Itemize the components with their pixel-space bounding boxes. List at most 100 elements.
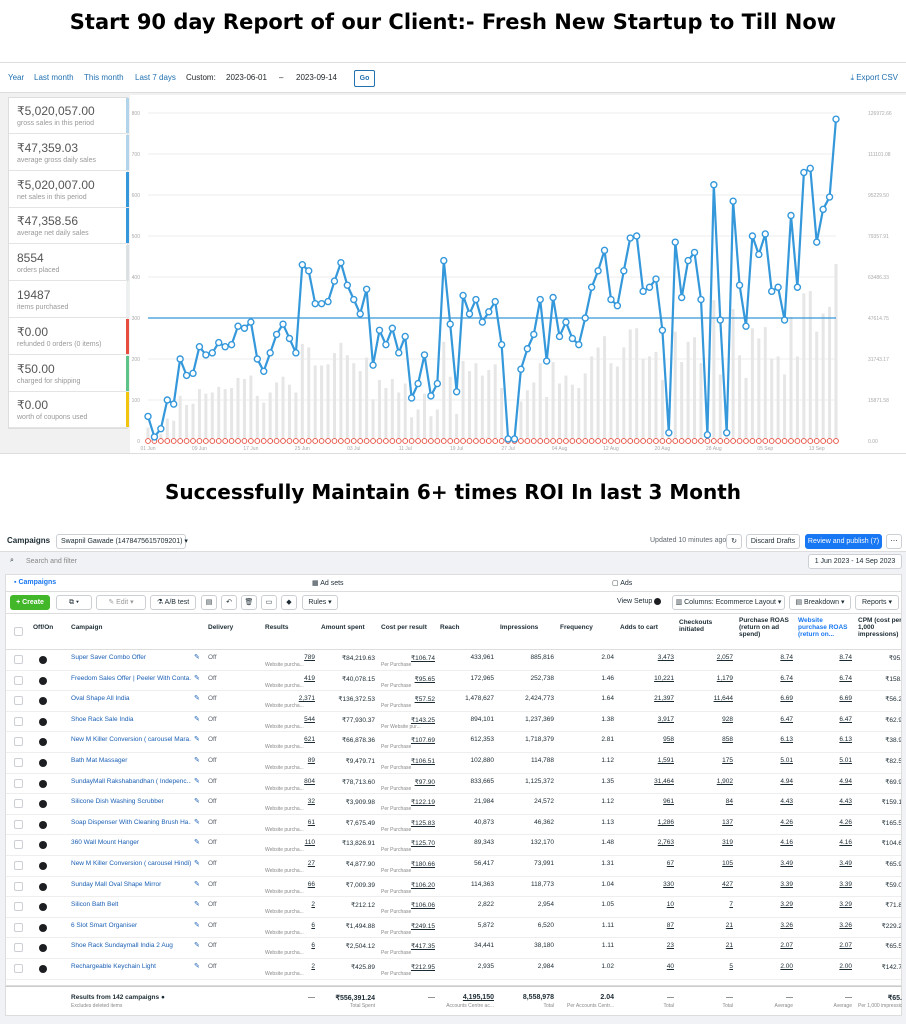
campaign-name-link[interactable]: Silicone Dish Washing Scrubber (71, 798, 164, 806)
stat-item[interactable]: ₹47,358.56 average net daily sales (9, 208, 129, 245)
cell-chk[interactable]: 21 (725, 921, 733, 929)
cell-chk[interactable]: 858 (722, 736, 733, 744)
cell-cpr[interactable]: ₹122.19 (410, 799, 435, 807)
cell-cpr[interactable]: ₹212.95 (410, 964, 435, 971)
header-frequency[interactable]: Frequency (560, 624, 593, 631)
table-row[interactable]: Soap Dispenser With Cleaning Brush Ha...… (6, 815, 901, 836)
campaign-name-link[interactable]: 360 Wall Mount Hanger (71, 839, 140, 847)
duplicate-button[interactable]: ⧉ ▾ (56, 595, 92, 610)
cell-results[interactable]: 6 (311, 942, 315, 950)
range-last-7-days[interactable]: Last 7 days (135, 73, 176, 82)
toggle-switch[interactable] (39, 903, 47, 912)
cell-atc[interactable]: 3,473 (657, 654, 674, 661)
cell-cpr[interactable]: ₹57.52 (414, 696, 435, 704)
tab-campaigns[interactable]: ▪ Campaigns (14, 579, 56, 586)
table-row[interactable]: Shoe Rack Sale India ✎ Off 544 Website purch… (6, 712, 901, 733)
cell-roas[interactable]: 2.00 (780, 963, 793, 970)
cell-wroas[interactable]: 8.74 (839, 654, 852, 661)
preview-icon[interactable]: ▭ (261, 595, 277, 610)
cell-roas[interactable]: 6.69 (780, 695, 793, 703)
cell-cpr[interactable]: ₹106.06 (410, 902, 435, 910)
cell-cpr[interactable]: ₹417.35 (410, 943, 435, 951)
cell-atc[interactable]: 3,917 (657, 715, 674, 723)
cell-results[interactable]: 89 (307, 757, 315, 764)
cell-wroas[interactable]: 6.69 (839, 695, 852, 703)
select-all-checkbox[interactable] (14, 627, 23, 636)
campaign-name-link[interactable]: Bath Mat Massager (71, 757, 128, 764)
cell-atc[interactable]: 958 (663, 736, 674, 744)
cell-wroas[interactable]: 3.29 (839, 901, 852, 909)
refresh-icon[interactable]: ↻ (726, 534, 742, 549)
cell-results[interactable]: 66 (307, 880, 315, 888)
cell-wroas[interactable]: 2.07 (839, 942, 852, 950)
date-from-input[interactable]: 2023-06-01 (226, 73, 267, 82)
row-checkbox[interactable] (14, 902, 23, 912)
table-row[interactable]: Silicon Bath Belt ✎ Off 2 Website purcha... ₹… (6, 897, 901, 918)
campaign-name-link[interactable]: Super Saver Combo Offer (71, 654, 147, 661)
table-row[interactable]: SundayMall Rakshabandhan ( Indepenc... ✎ O… (6, 774, 901, 795)
reports-button[interactable]: Reports ▾ (855, 595, 899, 610)
cell-results[interactable]: 2,371 (298, 695, 315, 703)
cell-roas[interactable]: 3.49 (780, 860, 793, 867)
cell-chk[interactable]: 137 (722, 818, 733, 826)
view-setup-toggle[interactable] (654, 598, 661, 605)
cell-chk[interactable]: 7 (729, 901, 733, 909)
header-results[interactable]: Results (265, 624, 289, 631)
row-checkbox[interactable] (14, 799, 23, 809)
header-checkouts[interactable]: Checkouts initiated (679, 619, 713, 633)
breakdown-button[interactable]: ▤ Breakdown ▾ (789, 595, 851, 610)
cell-atc[interactable]: 21,397 (654, 695, 674, 703)
cell-roas[interactable]: 8.74 (780, 654, 793, 661)
cell-wroas[interactable]: 4.43 (839, 798, 852, 806)
cell-wroas[interactable]: 6.74 (839, 674, 852, 682)
cell-roas[interactable]: 4.94 (780, 777, 793, 785)
toggle-switch[interactable] (39, 820, 47, 829)
row-checkbox[interactable] (14, 943, 23, 953)
more-icon[interactable]: ⋯ (886, 534, 902, 549)
toggle-switch[interactable] (39, 738, 47, 747)
cell-wroas[interactable]: 6.47 (839, 715, 852, 723)
cell-atc[interactable]: 40 (666, 963, 674, 970)
campaign-name-link[interactable]: Oval Shape All India (71, 695, 130, 703)
cell-chk[interactable]: 84 (725, 798, 733, 806)
cell-results[interactable]: 789 (304, 654, 315, 661)
cell-wroas[interactable]: 3.39 (839, 880, 852, 888)
cell-results[interactable]: 61 (307, 818, 315, 826)
table-row[interactable]: Freedom Sales Offer | Peeler With Conta.… (6, 671, 901, 692)
cell-cpr[interactable]: ₹107.69 (410, 737, 435, 745)
cell-cpr[interactable]: ₹125.70 (410, 840, 435, 848)
cell-atc[interactable]: 1,286 (657, 818, 674, 826)
cell-roas[interactable]: 3.26 (780, 921, 793, 929)
table-row[interactable]: Super Saver Combo Offer ✎ Off 789 Website pu… (6, 650, 901, 671)
cell-results[interactable]: 27 (307, 860, 315, 867)
cell-roas[interactable]: 3.29 (780, 901, 793, 909)
campaign-name-link[interactable]: Silicon Bath Belt (71, 901, 119, 909)
cell-results[interactable]: 621 (304, 736, 315, 744)
cell-wroas[interactable]: 4.16 (839, 839, 852, 847)
table-row[interactable]: Oval Shape All India ✎ Off 2,371 Website pur… (6, 691, 901, 712)
cell-atc[interactable]: 1,591 (657, 757, 674, 764)
toggle-switch[interactable] (39, 676, 47, 685)
cell-wroas[interactable]: 3.49 (839, 860, 852, 867)
toggle-switch[interactable] (39, 717, 47, 726)
stat-item[interactable]: ₹0.00 worth of coupons used (9, 392, 129, 429)
cell-atc[interactable]: 10 (666, 901, 674, 909)
row-checkbox[interactable] (14, 922, 23, 932)
cell-atc[interactable]: 2,763 (657, 839, 674, 847)
cell-roas[interactable]: 4.16 (780, 839, 793, 847)
review-publish-button[interactable]: Review and publish (7) (805, 534, 882, 549)
cell-cpr[interactable]: ₹95.65 (414, 675, 435, 683)
range-last-month[interactable]: Last month (34, 73, 74, 82)
table-row[interactable]: Sunday Mall Oval Shape Mirror ✎ Off 66 Websi… (6, 877, 901, 898)
cell-cpr[interactable]: ₹249.15 (410, 922, 435, 930)
header-cpm[interactable]: CPM (cost per 1,000 impressions) (858, 617, 902, 638)
cell-atc[interactable]: 87 (666, 921, 674, 929)
cell-chk[interactable]: 175 (722, 757, 733, 764)
stat-item[interactable]: 8554 orders placed (9, 245, 129, 282)
stat-item[interactable]: ₹50.00 charged for shipping (9, 355, 129, 392)
table-row[interactable]: New M Killer Conversion ( carousel Hindi… (6, 856, 901, 877)
discard-drafts-button[interactable]: Discard Drafts (746, 534, 800, 549)
campaign-name-link[interactable]: Shoe Rack Sale India (71, 715, 134, 723)
cell-cpr[interactable]: ₹125.83 (410, 819, 435, 827)
cell-atc[interactable]: 961 (663, 798, 674, 806)
